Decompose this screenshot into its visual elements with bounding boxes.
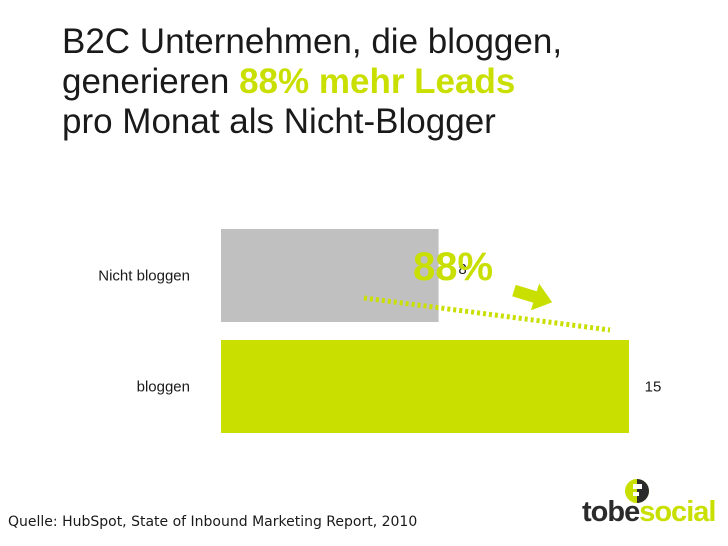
category-label-0: Nicht bloggen: [98, 268, 190, 285]
bar-1: [221, 340, 629, 433]
logo-text-part2: social: [639, 496, 716, 528]
bar-0: [221, 229, 439, 322]
title-line-1: B2C Unternehmen, die bloggen,: [62, 22, 563, 61]
title-line-3: pro Monat als Nicht-Blogger: [62, 102, 496, 141]
category-labels: Nicht bloggen bloggen: [98, 268, 190, 396]
tobesocial-logo: tobesocial: [582, 478, 722, 528]
value-labels: 8 15: [458, 261, 661, 396]
category-label-1: bloggen: [137, 379, 190, 396]
title-line-2: generieren 88% mehr Leads: [62, 62, 712, 102]
source-citation: Quelle: HubSpot, State of Inbound Market…: [8, 514, 418, 530]
logo-text: tobesocial: [582, 496, 716, 528]
bars-group: [221, 229, 629, 433]
value-label-1: 15: [645, 379, 662, 396]
annotation-label: 88%: [413, 245, 493, 289]
trend-dotted-line: [363, 295, 611, 333]
value-label-0: 8: [458, 261, 466, 278]
arrow-icon: [512, 283, 553, 311]
slide-title: B2C Unternehmen, die bloggen, generieren…: [62, 22, 712, 142]
logo-text-part1: tobe: [582, 496, 640, 528]
logo-mark-icon: [625, 479, 649, 503]
trend-annotation: 88%: [363, 245, 611, 333]
title-line-2-prefix: generieren: [62, 62, 240, 101]
title-highlight: 88% mehr Leads: [239, 62, 516, 101]
